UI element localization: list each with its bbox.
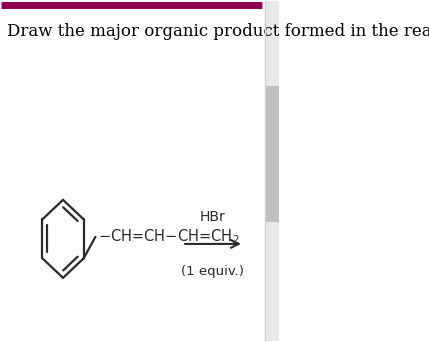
- Text: HBr: HBr: [200, 210, 226, 224]
- Text: $-$CH=CH$-$CH=CH$_2$: $-$CH=CH$-$CH=CH$_2$: [98, 228, 239, 247]
- Text: (1 equiv.): (1 equiv.): [181, 265, 245, 278]
- Text: Draw the major organic product formed in the reaction.: Draw the major organic product formed in…: [7, 24, 429, 40]
